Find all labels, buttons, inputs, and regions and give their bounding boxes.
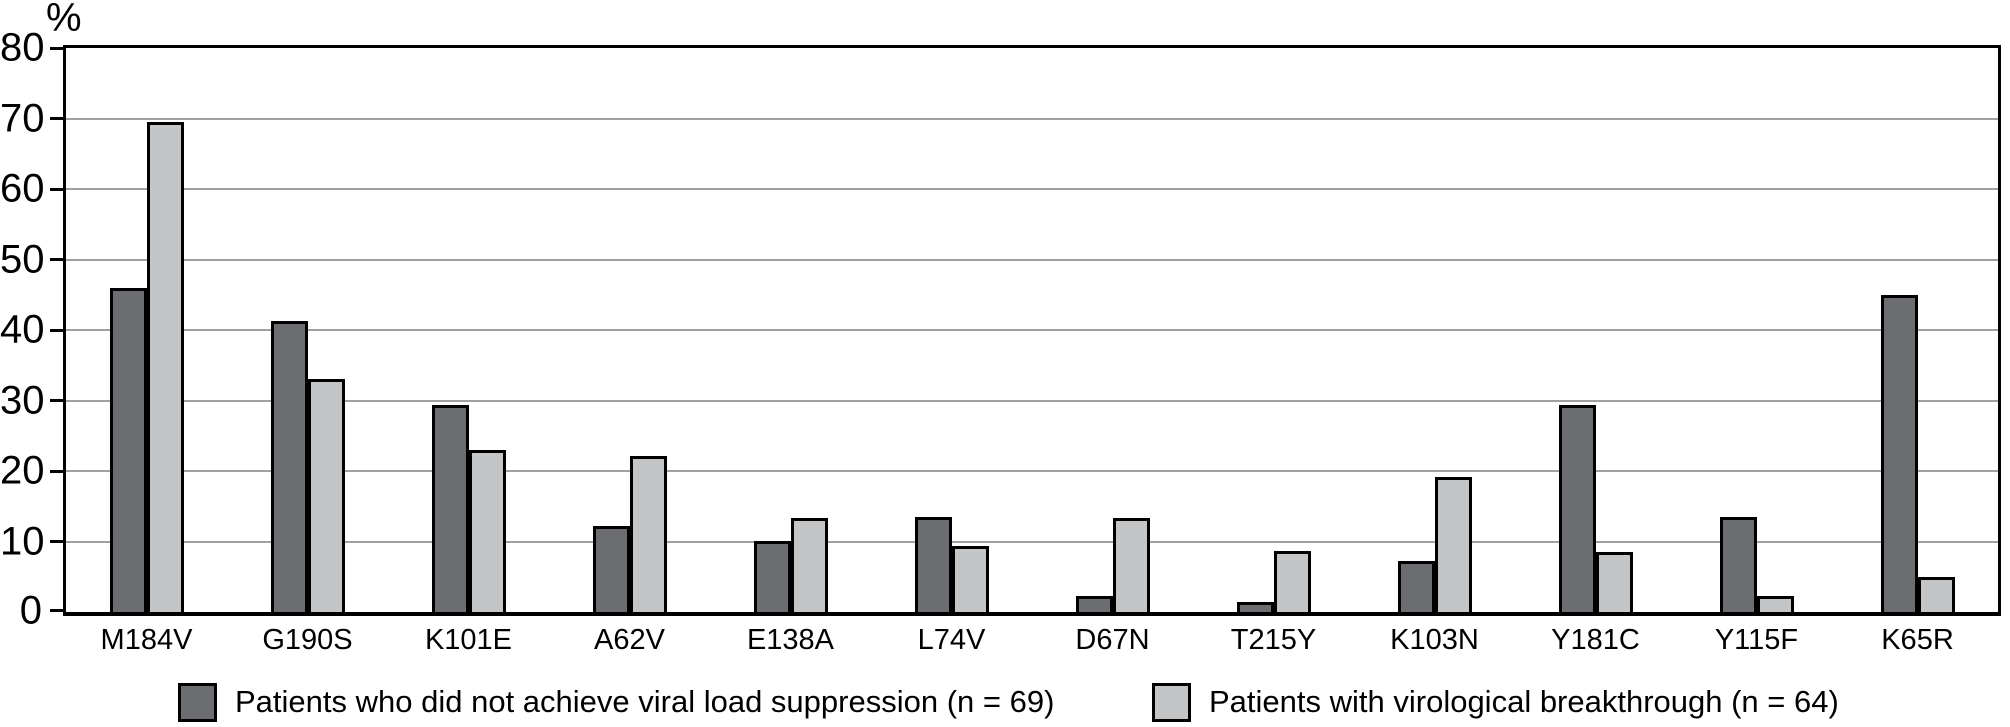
y-tick-10 xyxy=(50,540,63,543)
bar-group-K65R xyxy=(1837,48,1998,612)
y-tick-40 xyxy=(50,328,63,332)
bar-group-A62V xyxy=(549,48,710,612)
x-label-T215Y: T215Y xyxy=(1230,624,1317,656)
bar-group-Y115F xyxy=(1676,48,1837,612)
bar-series1-L74V xyxy=(951,546,989,612)
bar-series1-M184V xyxy=(146,122,184,612)
bar-group-K103N xyxy=(1354,48,1515,612)
gridline-50 xyxy=(66,258,1998,261)
x-label-G190S: G190S xyxy=(262,624,353,656)
gridline-30 xyxy=(66,399,1998,402)
x-label-Y115F: Y115F xyxy=(1714,624,1799,656)
bar-group-T215Y xyxy=(1193,48,1354,612)
bar-series1-A62V xyxy=(629,456,667,612)
bar-series1-D67N xyxy=(1112,518,1150,612)
x-axis-labels: M184V G190S K101E A62V E138A L74V D67N T215Y K10… xyxy=(66,624,1998,657)
bar-series0-K101E xyxy=(431,405,469,612)
bar-series0-T215Y xyxy=(1236,602,1274,612)
gridline-10 xyxy=(66,540,1998,543)
bar-series0-K103N xyxy=(1397,561,1435,612)
legend-swatch-dark xyxy=(178,682,217,722)
y-tick-label-40: 40 xyxy=(0,307,45,352)
x-label-L74V: L74V xyxy=(917,624,986,656)
y-tick-label-10: 10 xyxy=(0,519,45,563)
y-tick-label-0: 0 xyxy=(19,588,42,632)
legend-swatch-light xyxy=(1152,682,1191,722)
bar-series0-Y181C xyxy=(1558,405,1596,612)
y-tick-label-60: 60 xyxy=(0,166,45,211)
bar-group-L74V xyxy=(871,48,1032,612)
legend-label: Patients who did not achieve viral load … xyxy=(235,684,1055,719)
bar-series0-L74V xyxy=(914,517,952,612)
bar-series0-Y115F xyxy=(1719,517,1757,612)
y-tick-70 xyxy=(50,117,63,120)
y-tick-0 xyxy=(50,609,63,612)
legend-item-breakthrough: Patients with virological breakthrough (… xyxy=(1152,681,1839,723)
y-tick-30 xyxy=(50,399,63,402)
y-tick-label-30: 30 xyxy=(0,378,45,422)
y-axis-unit-label: % xyxy=(46,0,82,40)
bar-series0-K65R xyxy=(1880,295,1918,612)
x-label-E138A: E138A xyxy=(746,624,835,656)
bar-series0-M184V xyxy=(109,288,147,612)
bar-series1-Y115F xyxy=(1756,596,1794,612)
bar-series1-Y181C xyxy=(1595,552,1633,612)
bar-series0-G190S xyxy=(270,321,308,612)
legend-item-no-suppression: Patients who did not achieve viral load … xyxy=(178,681,1054,723)
bar-group-D67N xyxy=(1032,48,1193,612)
bar-group-E138A xyxy=(710,48,871,612)
bar-groups xyxy=(66,48,1998,612)
x-label-Y181C: Y181C xyxy=(1551,624,1640,656)
bar-series1-E138A xyxy=(790,518,828,612)
gridline-20 xyxy=(66,470,1998,472)
bar-series1-G190S xyxy=(307,379,345,612)
x-label-M184V: M184V xyxy=(100,624,193,656)
y-tick-20 xyxy=(50,469,63,473)
gridline-40 xyxy=(66,329,1998,331)
y-tick-label-80: 80 xyxy=(0,25,45,70)
x-label-A62V: A62V xyxy=(594,624,665,656)
gridline-70 xyxy=(66,117,1998,120)
y-tick-50 xyxy=(50,258,63,261)
y-tick-label-70: 70 xyxy=(0,96,45,140)
bar-group-G190S xyxy=(227,48,388,612)
bar-series0-A62V xyxy=(592,526,630,612)
bar-group-M184V xyxy=(66,48,227,612)
bar-series1-K65R xyxy=(1917,577,1955,612)
bar-series0-E138A xyxy=(753,541,791,612)
y-tick-label-20: 20 xyxy=(0,448,45,493)
plot-area xyxy=(63,45,2001,616)
x-label-K101E: K101E xyxy=(424,624,513,656)
y-tick-80 xyxy=(50,46,63,50)
y-tick-60 xyxy=(50,187,63,191)
bar-series0-D67N xyxy=(1075,596,1113,612)
bar-group-K101E xyxy=(388,48,549,612)
bar-series1-K103N xyxy=(1434,477,1472,612)
x-label-K65R: K65R xyxy=(1881,624,1954,656)
legend-label: Patients with virological breakthrough (… xyxy=(1209,684,1839,719)
x-label-K103N: K103N xyxy=(1390,624,1479,656)
bar-series1-T215Y xyxy=(1273,551,1311,612)
gridline-60 xyxy=(66,188,1998,190)
x-label-D67N: D67N xyxy=(1075,624,1150,656)
bar-series1-K101E xyxy=(468,450,506,612)
bar-group-Y181C xyxy=(1515,48,1676,612)
y-tick-label-50: 50 xyxy=(0,237,45,281)
